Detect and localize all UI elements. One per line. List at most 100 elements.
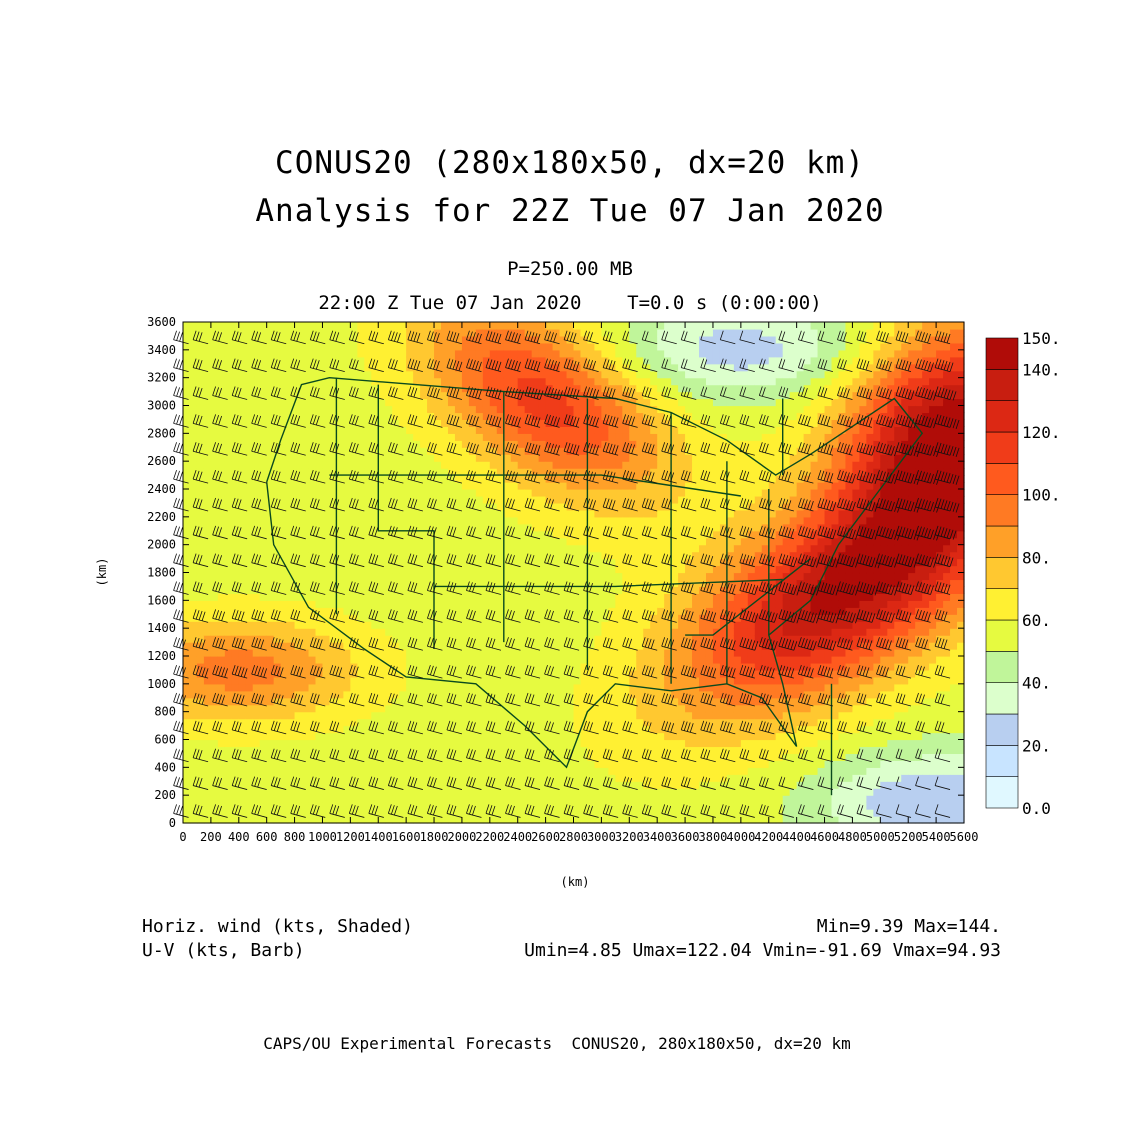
speed-cell	[231, 377, 240, 386]
speed-cell	[552, 489, 561, 497]
speed-cell	[580, 795, 589, 803]
speed-cell	[231, 461, 240, 469]
speed-cell	[657, 391, 665, 400]
speed-cell	[392, 802, 400, 810]
speed-cell	[399, 788, 407, 796]
speed-cell	[336, 662, 344, 671]
speed-cell	[601, 676, 609, 685]
speed-cell	[336, 530, 344, 539]
speed-cell	[531, 802, 540, 810]
speed-cell	[266, 621, 275, 629]
speed-cell	[266, 704, 275, 713]
speed-cell	[378, 537, 386, 546]
speed-cell	[294, 502, 303, 511]
speed-cell	[524, 537, 533, 546]
speed-cell	[217, 461, 226, 469]
speed-cell	[196, 816, 205, 824]
speed-cell	[454, 461, 463, 469]
speed-cell	[406, 690, 414, 699]
speed-cell	[357, 739, 365, 748]
speed-cell	[245, 530, 254, 539]
speed-cell	[573, 468, 582, 476]
speed-cell	[308, 628, 317, 636]
speed-cell	[559, 489, 568, 497]
speed-cell	[531, 697, 540, 706]
speed-cell	[559, 725, 568, 734]
speed-cell	[196, 551, 205, 560]
speed-cell	[245, 328, 254, 337]
speed-cell	[308, 760, 317, 768]
speed-cell	[266, 732, 275, 741]
speed-cell	[280, 572, 289, 581]
speed-cell	[315, 426, 324, 434]
speed-cell	[294, 642, 303, 650]
speed-cell	[266, 628, 275, 636]
speed-cell	[245, 537, 254, 546]
speed-cell	[587, 384, 596, 393]
speed-cell	[364, 732, 372, 741]
speed-cell	[420, 468, 428, 476]
speed-cell	[259, 767, 268, 775]
speed-cell	[580, 683, 589, 692]
speed-cell	[364, 475, 372, 483]
speed-cell	[559, 621, 568, 629]
speed-cell	[357, 370, 365, 379]
speed-cell	[538, 363, 547, 372]
speed-cell	[350, 718, 358, 727]
speed-cell	[294, 795, 303, 803]
speed-cell	[615, 572, 623, 581]
speed-cell	[322, 662, 331, 671]
speed-cell	[461, 586, 470, 594]
speed-cell	[329, 342, 338, 351]
speed-cell	[183, 767, 191, 775]
speed-cell	[650, 440, 658, 448]
speed-cell	[406, 725, 414, 734]
speed-cell	[636, 614, 644, 622]
speed-cell	[482, 586, 491, 594]
speed-cell	[350, 322, 358, 330]
speed-cell	[357, 356, 365, 365]
speed-cell	[196, 732, 205, 741]
speed-cell	[252, 774, 261, 782]
speed-cell	[259, 739, 268, 748]
speed-cell	[454, 342, 463, 351]
speed-cell	[294, 753, 303, 761]
speed-cell	[392, 760, 400, 768]
speed-cell	[434, 718, 442, 727]
speed-cell	[559, 482, 568, 490]
speed-cell	[252, 746, 261, 755]
speed-cell	[552, 523, 561, 532]
speed-cell	[392, 767, 400, 775]
speed-cell	[357, 774, 365, 782]
speed-cell	[189, 683, 198, 692]
speed-cell	[329, 495, 338, 504]
speed-cell	[566, 579, 575, 588]
speed-cell	[413, 335, 421, 344]
speed-cell	[636, 433, 644, 441]
speed-cell	[399, 628, 407, 636]
speed-cell	[210, 426, 219, 434]
speed-cell	[461, 767, 470, 775]
speed-cell	[608, 447, 616, 455]
speed-cell	[594, 551, 602, 560]
speed-cell	[336, 482, 344, 490]
speed-cell	[629, 614, 637, 622]
speed-cell	[413, 802, 421, 810]
speed-cell	[636, 565, 644, 574]
speed-cell	[308, 753, 317, 761]
speed-cell	[231, 711, 240, 720]
speed-cell	[364, 468, 372, 476]
speed-cell	[657, 447, 665, 455]
speed-cell	[301, 356, 310, 365]
speed-cell	[573, 621, 582, 629]
speed-cell	[587, 802, 596, 810]
speed-cell	[238, 607, 247, 615]
speed-cell	[413, 809, 421, 817]
speed-cell	[650, 788, 658, 796]
speed-cell	[378, 607, 386, 615]
speed-cell	[482, 440, 491, 448]
speed-cell	[315, 746, 324, 755]
speed-cell	[196, 516, 205, 525]
speed-cell	[294, 342, 303, 351]
speed-cell	[252, 377, 261, 386]
